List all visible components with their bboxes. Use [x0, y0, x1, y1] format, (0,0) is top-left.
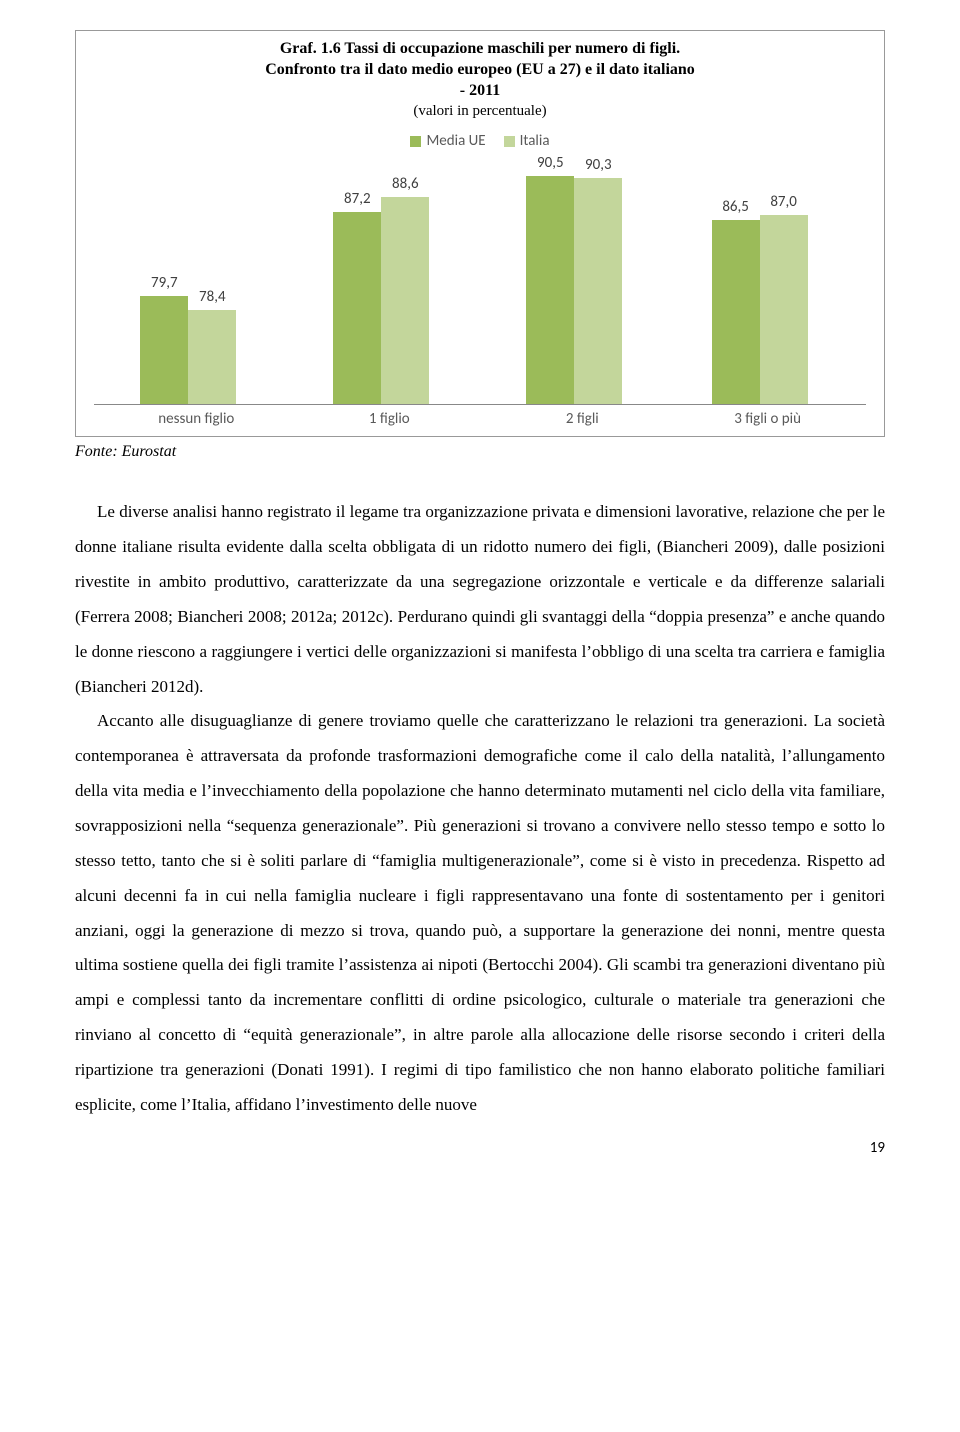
bar-group: 90,590,3 [526, 176, 622, 404]
bar-value-label: 90,5 [526, 154, 574, 172]
chart-subtitle: (valori in percentuale) [88, 103, 872, 120]
bar-value-label: 78,4 [188, 288, 236, 306]
bar-media-ue: 79,7 [140, 296, 188, 404]
page-number: 19 [75, 1139, 885, 1157]
bar-media-ue: 86,5 [712, 220, 760, 404]
chart-plot-area: 79,778,487,288,690,590,386,587,0 [94, 160, 866, 405]
chart-title-line-1: Graf. 1.6 Tassi di occupazione maschili … [280, 40, 680, 57]
x-axis-label: nessun figlio [126, 410, 266, 428]
chart-source: Fonte: Eurostat [75, 443, 885, 461]
chart-title-line-3: - 2011 [460, 82, 500, 99]
chart-container: Graf. 1.6 Tassi di occupazione maschili … [75, 30, 885, 437]
bar-media-ue: 90,5 [526, 176, 574, 404]
bar-group: 79,778,4 [140, 296, 236, 404]
legend-item-italia: Italia [504, 132, 550, 150]
body-text: Le diverse analisi hanno registrato il l… [75, 495, 885, 1122]
bar-italia: 90,3 [574, 178, 622, 404]
x-axis-label: 2 figli [512, 410, 652, 428]
paragraph-1: Le diverse analisi hanno registrato il l… [75, 495, 885, 704]
chart-x-axis-labels: nessun figlio 1 figlio 2 figli 3 figli o pi… [94, 410, 866, 432]
bar-value-label: 87,2 [333, 190, 381, 208]
bar-value-label: 90,3 [574, 156, 622, 174]
x-axis-label: 3 figli o più [698, 410, 838, 428]
bar-media-ue: 87,2 [333, 212, 381, 404]
bar-group: 87,288,6 [333, 197, 429, 404]
legend-label-italia: Italia [520, 132, 550, 150]
chart-title: Graf. 1.6 Tassi di occupazione maschili … [88, 39, 872, 101]
bar-group: 86,587,0 [712, 215, 808, 404]
x-axis-label: 1 figlio [319, 410, 459, 428]
bar-italia: 88,6 [381, 197, 429, 404]
chart-legend: Media UE Italia [88, 132, 872, 150]
legend-item-media-ue: Media UE [410, 132, 485, 150]
paragraph-2: Accanto alle disuguaglianze di genere tr… [75, 704, 885, 1122]
bar-value-label: 88,6 [381, 175, 429, 193]
legend-swatch-media-ue [410, 136, 421, 147]
bar-italia: 78,4 [188, 310, 236, 404]
bar-italia: 87,0 [760, 215, 808, 404]
legend-swatch-italia [504, 136, 515, 147]
chart-title-line-2: Confronto tra il dato medio europeo (EU … [265, 61, 695, 78]
bar-value-label: 86,5 [712, 198, 760, 216]
bar-value-label: 79,7 [140, 274, 188, 292]
legend-label-media-ue: Media UE [426, 132, 485, 150]
bar-value-label: 87,0 [760, 193, 808, 211]
